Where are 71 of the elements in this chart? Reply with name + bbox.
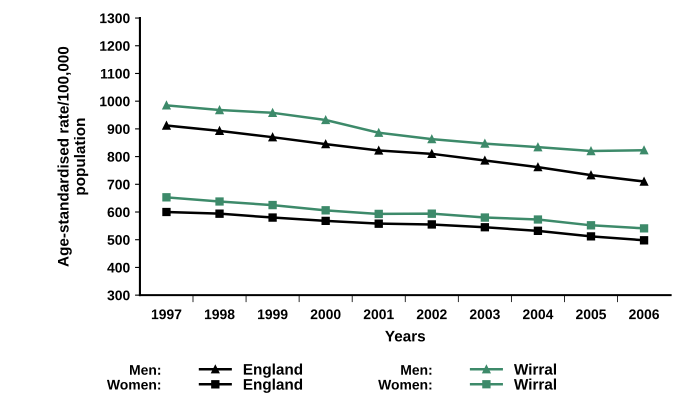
point [640, 224, 648, 233]
point [321, 116, 330, 124]
point [162, 208, 171, 216]
point [534, 215, 542, 224]
point [534, 143, 542, 152]
x-tick-label: 2005 [576, 309, 606, 320]
x-tick-label: 1998 [204, 309, 235, 320]
point [321, 206, 330, 215]
text: Men: [130, 365, 160, 375]
y-tick-label: 1200 [100, 41, 130, 51]
point [162, 101, 171, 110]
point [534, 226, 542, 236]
point [268, 133, 277, 142]
text: Men: [401, 365, 432, 375]
legend-label: Wirral [514, 364, 556, 375]
x-axis-title: Years [385, 330, 426, 342]
point [215, 126, 224, 135]
x-tick-label: 2002 [416, 309, 447, 320]
x-tick-label: 2001 [364, 309, 394, 320]
y-tick-label: 900 [108, 124, 130, 134]
legend-label: Wirral [514, 378, 556, 390]
text: Women: [106, 380, 160, 390]
y-tick-label: 1300 [100, 13, 130, 24]
point [428, 150, 436, 158]
point [374, 219, 383, 228]
text: Women: [378, 380, 432, 390]
point [321, 216, 330, 226]
x-tick-label: 1997 [152, 309, 182, 320]
y-tick-label: 800 [107, 152, 130, 162]
point [480, 139, 490, 148]
y-tick-label: 1100 [100, 68, 130, 79]
point [480, 156, 490, 165]
point [215, 106, 224, 114]
point [268, 200, 277, 210]
point [374, 210, 383, 218]
point [268, 213, 277, 222]
point [640, 177, 648, 186]
point [480, 223, 490, 232]
x-tick-label: 2006 [629, 309, 660, 320]
x-tick-label: 2003 [470, 309, 500, 320]
point [374, 128, 383, 137]
point [215, 197, 224, 206]
x-tick-label: 1999 [258, 309, 288, 320]
point [215, 210, 224, 218]
y-tick-label: 400 [107, 262, 130, 273]
x-tick-label: 2000 [310, 309, 341, 320]
y-tick-label: 600 [108, 207, 130, 218]
point [162, 121, 171, 130]
y-tick-label: 300 [107, 290, 130, 300]
point [586, 146, 596, 156]
point [534, 162, 542, 172]
y-tick-label: 500 [107, 235, 130, 245]
point [640, 146, 648, 154]
x-tick-label: 2004 [522, 309, 554, 320]
point [586, 221, 596, 230]
legend-label: England [244, 364, 302, 378]
y-tick-label: 1000 [100, 96, 130, 106]
point [586, 232, 596, 241]
point [321, 140, 330, 148]
y-axis-title: Age-standardised rate/100,000 population [57, 46, 88, 267]
point [640, 236, 648, 244]
legend-label: England [244, 378, 302, 393]
point [428, 210, 436, 218]
point [428, 134, 436, 144]
point [268, 108, 277, 117]
point [162, 193, 171, 202]
point [480, 213, 490, 222]
y-tick-label: 700 [108, 180, 130, 190]
point [374, 146, 383, 155]
point [586, 170, 596, 180]
point [428, 220, 436, 229]
